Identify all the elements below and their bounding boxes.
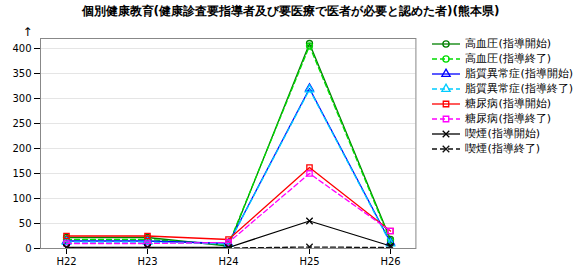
- svg-text:150: 150: [12, 168, 31, 179]
- svg-text:400: 400: [12, 43, 31, 54]
- svg-text:300: 300: [12, 93, 31, 104]
- html-text:高血圧(指導開始): 高血圧(指導開始): [465, 37, 551, 50]
- svg-text:50: 50: [19, 218, 32, 229]
- html-text:喫煙(指導開始): 喫煙(指導開始): [465, 127, 540, 140]
- svg-text:250: 250: [12, 118, 31, 129]
- html-text:個別健康教育(健康診査要指導者及び要医療で医者が必要と認めた: 個別健康教育(健康診査要指導者及び要医療で医者が必要と認めた者)(熊本県): [81, 4, 500, 18]
- svg-text:H24: H24: [218, 256, 238, 267]
- svg-text:350: 350: [12, 68, 31, 79]
- html-text:糖尿病(指導開始): 糖尿病(指導開始): [465, 97, 551, 110]
- html-text:高血圧(指導終了): 高血圧(指導終了): [465, 52, 551, 65]
- html-text:糖尿病(指導終了): 糖尿病(指導終了): [465, 112, 551, 125]
- svg-text:H26: H26: [380, 256, 400, 267]
- svg-text:H25: H25: [299, 256, 319, 267]
- svg-text:200: 200: [12, 143, 31, 154]
- svg-text:0: 0: [25, 243, 31, 254]
- html-text:脂質異常症(指導終了): 脂質異常症(指導終了): [465, 82, 573, 95]
- svg-text:H22: H22: [56, 256, 76, 267]
- svg-text:H23: H23: [137, 256, 157, 267]
- svg-text:↑: ↑: [23, 25, 33, 39]
- html-text:喫煙(指導終了): 喫煙(指導終了): [465, 142, 540, 155]
- html-text:脂質異常症(指導開始): 脂質異常症(指導開始): [465, 67, 573, 80]
- svg-text:100: 100: [12, 193, 31, 204]
